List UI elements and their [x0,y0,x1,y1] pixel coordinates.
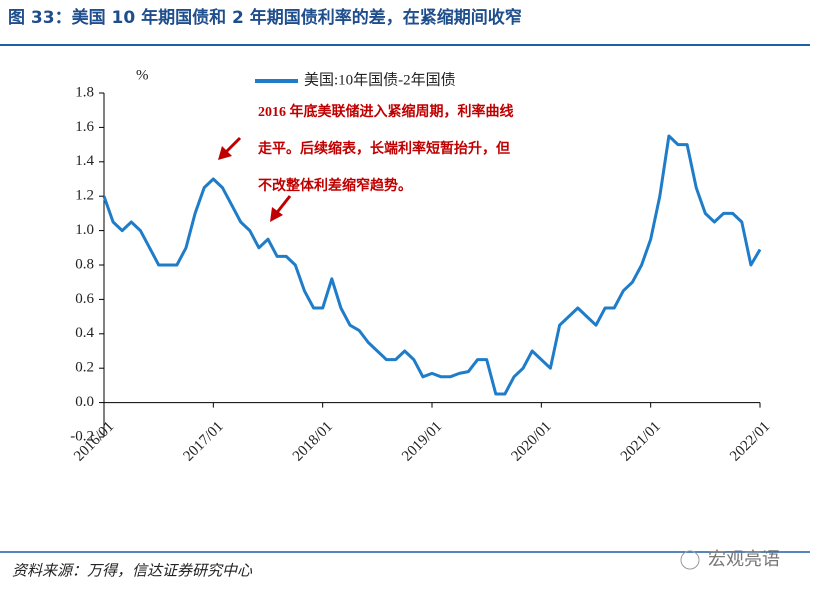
x-tick-label: 2018/01 [290,419,336,465]
y-unit: % [136,67,149,83]
watermark-icon [680,550,700,570]
y-tick-label: 0.2 [75,360,94,376]
annotation: 2016 年底美联储进入紧缩周期，利率曲线 [258,103,514,120]
legend-label: 美国:10年国债-2年国债 [304,71,456,88]
y-tick-label: 1.0 [75,222,94,238]
annotation: 走平。后续缩表，长端利率短暂抬升，但 [258,140,510,157]
y-tick-label: 0.0 [75,394,94,410]
chart-title: 图 33：美国 10 年期国债和 2 年期国债利率的差，在紧缩期间收窄 [8,7,522,28]
series-line [102,134,762,396]
x-tick-label: 2019/01 [399,419,445,465]
y-tick-label: -0.2 [70,428,94,444]
x-tick-label: 2022/01 [727,419,773,465]
annotation: 不改整体利差缩窄趋势。 [258,177,412,194]
x-tick-label: 2017/01 [181,419,227,465]
watermark: 宏观亮语 [708,549,780,570]
y-tick-label: 1.6 [75,119,94,135]
arrow [218,136,292,222]
y-tick-label: 0.6 [75,291,94,307]
x-tick-label: 2020/01 [509,419,555,465]
y-tick-label: 1.4 [75,153,94,169]
x-tick-label: 2021/01 [618,419,664,465]
source: 资料来源：万得，信达证券研究中心 [12,562,253,579]
y-tick-label: 1.8 [75,84,94,100]
y-tick-label: 0.8 [75,256,94,272]
y-tick-label: 1.2 [75,188,94,204]
y-tick-label: 0.4 [75,325,94,341]
